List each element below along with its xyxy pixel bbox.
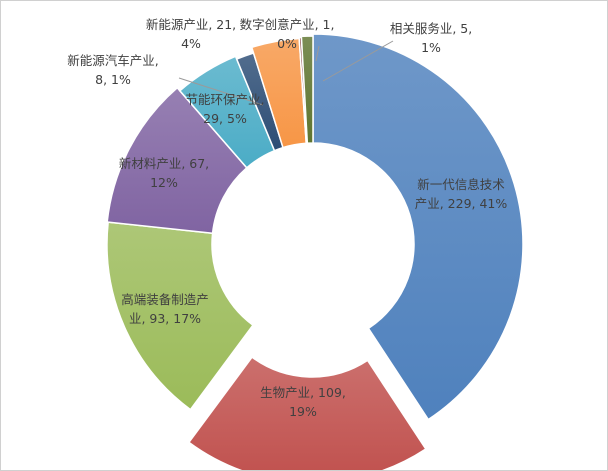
data-label-2: 高端装备制造产业, 93, 17% [121,292,209,326]
data-label-5: 新能源汽车产业, 8, 1% [67,53,158,87]
data-label-6: 新能源产业, 21, 4% [146,17,236,51]
data-label-4: 节能环保产业, 29, 5% [186,92,265,126]
slice-3 [106,86,248,235]
leader-line-5 [178,77,264,106]
slice-8 [300,35,314,144]
data-label-0: 新一代信息技术产业, 229, 41% [415,177,508,211]
slice-1 [187,356,427,470]
leader-line-8 [322,40,394,82]
data-label-1: 生物产业, 109, 19% [260,385,346,419]
data-label-7: 数字创意产业, 1, 0% [240,17,335,51]
leader-line-7 [315,45,320,62]
slice-4 [178,55,276,169]
slice-0 [312,33,524,421]
data-label-8: 相关服务业, 5, 1% [390,21,472,55]
data-label-3: 新材料产业, 67, 12% [119,156,209,190]
slice-2 [106,221,254,411]
